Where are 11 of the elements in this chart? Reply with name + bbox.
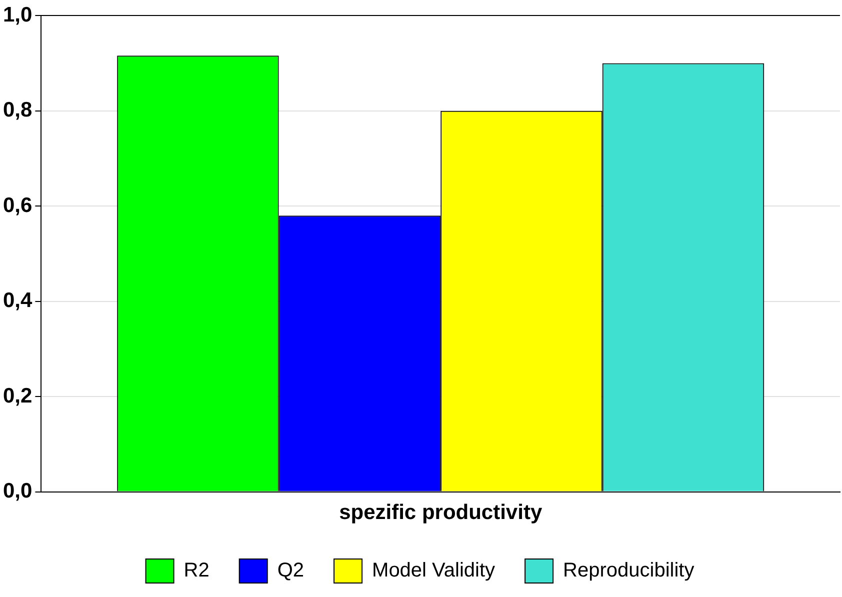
legend-label: Model Validity (372, 560, 496, 582)
y-tick-label: 1,0 (2, 3, 32, 26)
legend-label: R2 (184, 560, 210, 582)
y-tick-label: 0,2 (2, 384, 32, 408)
y-tick-label: 0,0 (2, 480, 32, 503)
y-tick-label: 0,8 (2, 98, 33, 122)
y-tick-label: 0,6 (2, 194, 32, 217)
legend-label: Reproducibility (563, 560, 694, 582)
legend-label: Q2 (277, 560, 304, 582)
y-tick-label: 0,4 (2, 289, 33, 312)
x-tick-label: spezific productivity (339, 501, 542, 524)
